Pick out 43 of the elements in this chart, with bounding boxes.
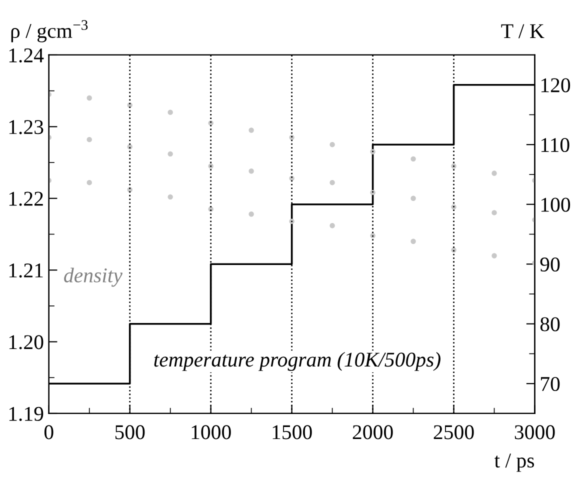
point (492, 253, 497, 258)
point (492, 170, 497, 176)
y2-axis-title: T / K (501, 24, 544, 38)
point (168, 110, 173, 115)
x-axis-title: t / ps (494, 454, 534, 472)
x-tick-label: 2500 (434, 425, 474, 440)
point (330, 223, 335, 228)
y2-tick-label: 110 (541, 138, 570, 152)
point (330, 142, 335, 148)
point (410, 156, 416, 162)
point (492, 210, 497, 216)
point (86, 95, 92, 101)
point (370, 149, 376, 154)
y2-tick-label: 90 (540, 257, 560, 272)
point (248, 212, 254, 217)
y2-tick-label: 80 (540, 317, 560, 332)
annotation: density (64, 268, 122, 287)
annotation: temperature program (10K/500ps) (154, 352, 440, 371)
y-tick-label: 1.20 (9, 335, 44, 350)
y-tick-label: 1.19 (9, 406, 44, 421)
point (86, 180, 92, 186)
y-tick-label: 1.24 (9, 48, 44, 62)
y2-tick-label: 120 (541, 78, 570, 92)
y-tick-label: 1.22 (9, 192, 43, 206)
point (410, 238, 416, 244)
point (248, 168, 254, 174)
y-axis-title: ρ / gcm$^{−3}$ (11, 20, 88, 42)
x-tick-label: 0 (44, 425, 54, 440)
x-tick-label: 3000 (514, 425, 555, 440)
x-tick-label: 1000 (192, 425, 231, 440)
y2-tick-label: 100 (541, 198, 570, 212)
y-tick-label: 1.21 (9, 264, 43, 278)
y2-tick-label: 70 (540, 376, 560, 392)
x-tick-label: 1500 (272, 425, 312, 440)
point (168, 194, 173, 200)
point (168, 151, 173, 157)
point (410, 196, 416, 201)
x-tick-label: 2000 (352, 425, 393, 440)
y-tick-label: 1.23 (9, 120, 44, 134)
x-tick-label: 500 (115, 425, 145, 440)
point (86, 136, 92, 142)
point (330, 180, 335, 186)
point (248, 128, 254, 133)
